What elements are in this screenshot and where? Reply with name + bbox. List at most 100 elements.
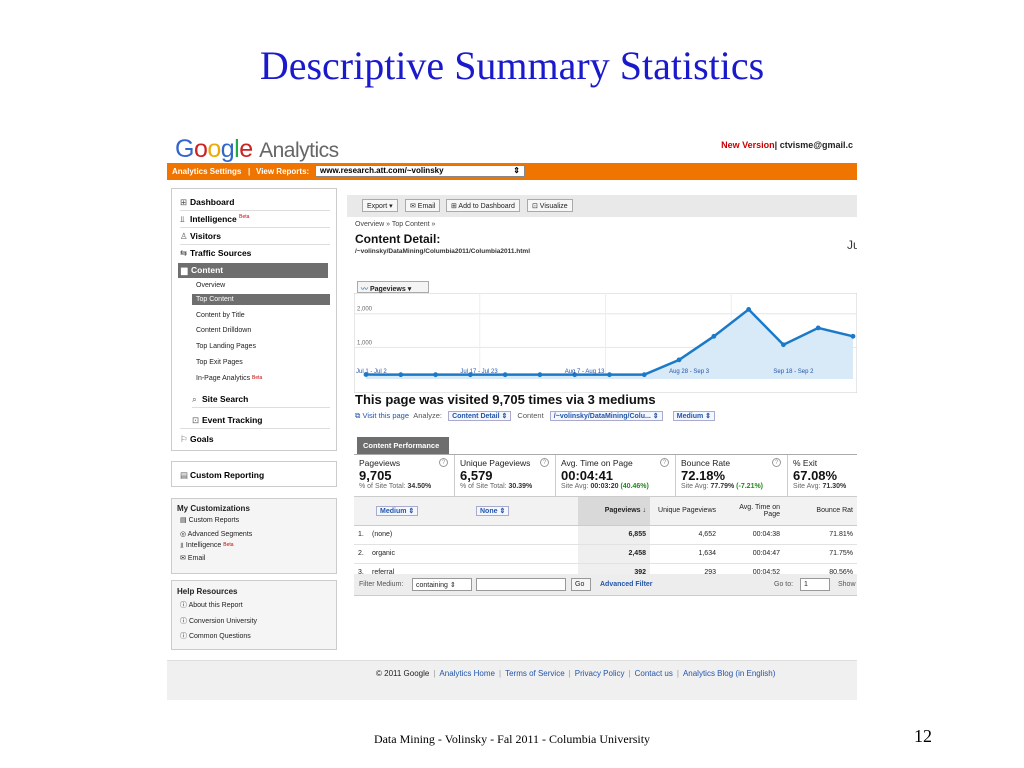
sidebar-subitem-top-content[interactable]: Top Content [192, 294, 330, 305]
medium-select[interactable]: Medium ⇕ [672, 411, 716, 421]
filter-go-button[interactable]: Go [571, 578, 591, 591]
row-bounce: 71.75% [784, 544, 857, 564]
filter-text-input[interactable] [476, 578, 566, 591]
custom-reports-icon: ▤ [180, 517, 187, 524]
account-email[interactable]: | ctvisme@gmail.c [774, 140, 853, 150]
sidebar-item-custom-reporting[interactable]: ▤ Custom Reporting [180, 470, 264, 481]
dim1-select[interactable]: Medium ⇕ [376, 505, 419, 516]
footer-sep: | [433, 669, 436, 678]
metric-sub-value: 77.79% [710, 483, 735, 490]
dim2-select[interactable]: None ⇕ [476, 505, 510, 516]
advanced-segments-link[interactable]: ◎ Advanced Segments [180, 530, 252, 538]
metric-sub-value: 34.50% [407, 483, 432, 490]
sidebar-item-event-tracking[interactable]: ⊡ Event Tracking [192, 415, 262, 426]
col-avg-time[interactable]: Avg. Time on Page [720, 497, 784, 526]
slide-title: Descriptive Summary Statistics [259, 43, 765, 88]
col-bounce-rate[interactable]: Bounce Rat [784, 497, 857, 526]
sidebar-item-content[interactable]: ▆ Content [178, 263, 328, 278]
sidebar-subitem-top-exit-pages[interactable]: Top Exit Pages [196, 359, 243, 366]
row-medium[interactable]: organic [368, 544, 578, 564]
analytics-screenshot: Google Analytics New Version| ctvisme@gm… [167, 125, 857, 700]
row-unique: 1,634 [650, 544, 720, 564]
common-questions-link[interactable]: ⓘ Common Questions [180, 631, 251, 641]
analytics-home-link[interactable]: Analytics Home [439, 669, 495, 678]
help-icon[interactable]: ? [540, 458, 549, 467]
sidebar-item-goals[interactable]: ⚐ Goals [180, 434, 214, 445]
sidebar-subitem-content-drilldown[interactable]: Content Drilldown [196, 327, 252, 334]
add-to-dashboard-button[interactable]: ⊞ Add to Dashboard [446, 199, 520, 212]
visit-page-link[interactable]: ⧉ Visit this page [355, 411, 410, 420]
dashboard-icon: ⊞ [180, 197, 188, 207]
privacy-link[interactable]: Privacy Policy [574, 669, 625, 678]
metric-sub: % of Site Total: 34.50% [359, 483, 449, 490]
row-medium[interactable]: (none) [368, 525, 578, 545]
chart-points [363, 307, 856, 378]
data-point [815, 325, 821, 331]
metric-sub: Site Avg: 77.79% (-7.21%) [681, 483, 782, 490]
custom-reports-link[interactable]: ▤ Custom Reports [180, 516, 239, 524]
table-row[interactable]: 2. organic 2,458 1,634 00:04:47 71.75% [354, 544, 857, 564]
my-customizations-box: My Customizations ▤ Custom Reports ◎ Adv… [171, 498, 337, 574]
email-button[interactable]: ✉ Email [405, 199, 441, 212]
help-icon[interactable]: ? [772, 458, 781, 467]
divider [180, 428, 330, 429]
about-report-link[interactable]: ⓘ About this Report [180, 600, 243, 610]
filter-type-select[interactable]: containing ⇕ [412, 578, 472, 591]
beta-badge: Beta [252, 375, 263, 381]
blog-link[interactable]: Analytics Blog (in English) [682, 669, 776, 678]
analyze-label: Analyze: [413, 411, 442, 420]
analytics-settings-link[interactable]: Analytics Settings [172, 167, 242, 176]
sidebar-subitem-in-page-analytics[interactable]: In-Page Analytics Beta [196, 375, 262, 382]
visualize-button[interactable]: ⊡ Visualize [527, 199, 573, 212]
metric-label: Pageviews [359, 458, 401, 468]
link-label: Intelligence [185, 542, 222, 549]
sidebar-item-visitors[interactable]: ♙ Visitors [180, 231, 221, 242]
sidebar-item-site-search[interactable]: ⌕ Site Search [192, 394, 248, 405]
analyze-select[interactable]: Content Detail ⇕ [448, 411, 512, 421]
advanced-filter-link[interactable]: Advanced Filter [600, 581, 653, 588]
date-range[interactable]: Ju [847, 238, 857, 252]
pageviews-metric-select[interactable]: 〰 Pageviews ▾ [357, 281, 429, 293]
link-label: Email [187, 555, 206, 562]
dimension-2-select[interactable]: None ⇕ [468, 497, 578, 526]
col-unique-pageviews[interactable]: Unique Pageviews [650, 497, 720, 526]
show-rows-label: Show [838, 581, 856, 588]
logo-product: Analytics [259, 139, 339, 162]
help-icon[interactable]: ? [439, 458, 448, 467]
contact-link[interactable]: Contact us [634, 669, 673, 678]
help-resources-box: Help Resources ⓘ About this Report ⓘ Con… [171, 580, 337, 650]
data-point [433, 372, 438, 378]
email-link[interactable]: ✉ Email [180, 554, 205, 562]
sidebar-item-label: Content [191, 265, 224, 275]
email-icon: ✉ [180, 555, 186, 562]
select-value: Medium [676, 413, 704, 420]
help-icon[interactable]: ? [660, 458, 669, 467]
sidebar-subitem-overview[interactable]: Overview [196, 282, 226, 289]
data-point [676, 357, 682, 363]
row-bounce: 71.81% [784, 525, 857, 545]
sidebar-item-intelligence[interactable]: ⫫ Intelligence Beta [180, 214, 249, 225]
sidebar-subitem-content-by-title[interactable]: Content by Title [196, 312, 245, 319]
data-point [781, 342, 786, 348]
intelligence-link[interactable]: ⫫ Intelligence Beta [180, 542, 234, 550]
tab-content-performance[interactable]: Content Performance [357, 437, 449, 454]
goto-input[interactable]: 1 [800, 578, 830, 591]
sidebar-subitem-top-landing-pages[interactable]: Top Landing Pages [196, 343, 256, 350]
col-pageviews[interactable]: Pageviews ↓ [578, 497, 650, 526]
metric-sub-label: % of Site Total: [359, 483, 406, 490]
sidebar-item-dashboard[interactable]: ⊞ Dashboard [180, 197, 234, 208]
terms-link[interactable]: Terms of Service [505, 669, 565, 678]
link-label: Common Questions [188, 633, 251, 640]
dimension-1-select[interactable]: Medium ⇕ [368, 497, 468, 526]
breadcrumb[interactable]: Overview » Top Content » [355, 221, 436, 228]
sidebar-item-traffic-sources[interactable]: ⇆ Traffic Sources [180, 248, 251, 259]
table-row[interactable]: 1. (none) 6,855 4,652 00:04:38 71.81% [354, 525, 857, 545]
new-version-link[interactable]: New Version [721, 140, 775, 150]
google-analytics-logo[interactable]: Google Analytics [175, 135, 339, 163]
export-button[interactable]: Export ▾ [362, 199, 398, 212]
conversion-university-link[interactable]: ⓘ Conversion University [180, 616, 257, 626]
row-pageviews: 6,855 [578, 525, 650, 545]
content-select[interactable]: /~volinsky/DataMining/Colu... ⇕ [549, 411, 663, 421]
sidebar-item-label: Site Search [202, 394, 249, 404]
site-select[interactable]: www.research.att.com/~volinsky ⇕ [315, 165, 525, 177]
